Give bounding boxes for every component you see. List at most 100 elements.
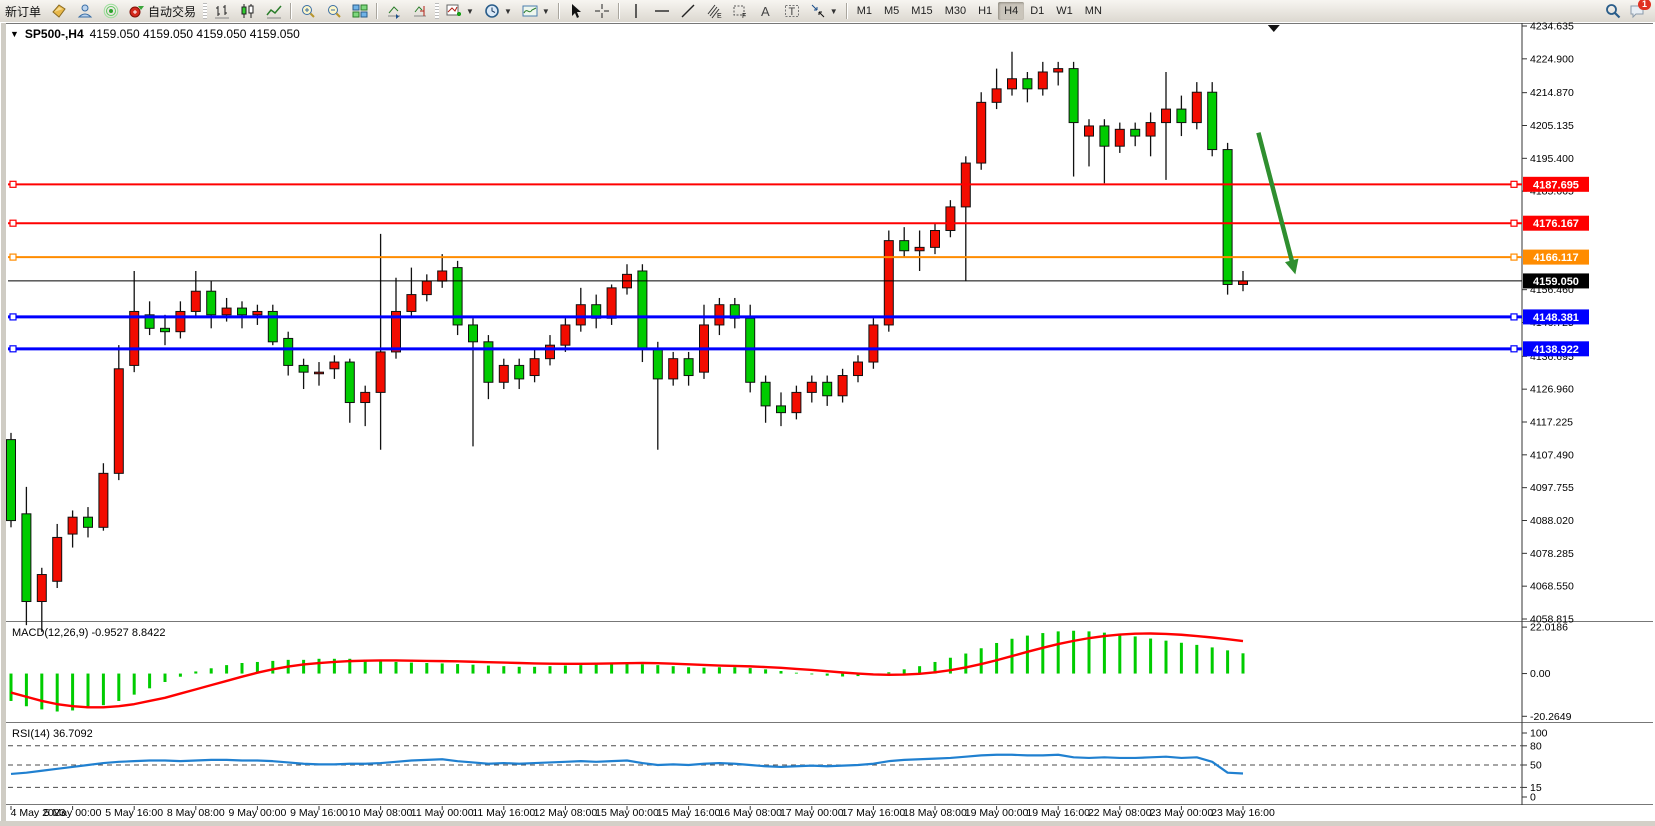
svg-text:4159.050: 4159.050 (1533, 276, 1579, 288)
tile-windows-icon (352, 4, 368, 18)
bull-candle (1084, 125, 1094, 137)
candle-chart-mode-button[interactable] (235, 1, 261, 21)
timeframe-w1[interactable]: W1 (1056, 5, 1073, 17)
indicators-button[interactable]: ▼ (441, 1, 479, 21)
arrows-tool[interactable]: ▼ (805, 1, 843, 21)
window-left-border (1, 23, 6, 822)
vertical-line-tool[interactable] (623, 1, 649, 21)
bull-candle (1161, 108, 1171, 124)
new-order-button[interactable]: 新订单 (0, 1, 46, 21)
chevron-down-icon: ▼ (503, 6, 512, 16)
timeframe-group: M1 M5 M15 M30 H1 H4 D1 W1 MN (851, 2, 1108, 20)
bull-candle (545, 344, 555, 360)
text-tool[interactable]: A (753, 1, 779, 21)
zoom-in-button[interactable] (295, 1, 321, 21)
bear-candle (160, 327, 170, 333)
horizontal-price-line[interactable]: 4176.167 (8, 215, 1589, 231)
line-drag-handle[interactable] (9, 313, 17, 321)
new-order-label: 新订单 (5, 4, 42, 19)
time-axis-label: 17 May 00:00 (780, 807, 844, 819)
line-drag-handle[interactable] (1510, 180, 1518, 188)
line-drag-handle[interactable] (1510, 313, 1518, 321)
timeframe-m30[interactable]: M30 (944, 5, 967, 17)
auto-trading-button[interactable]: 自动交易 (124, 1, 201, 21)
horizontal-line-tool[interactable] (649, 1, 675, 21)
toolbar-separator (617, 3, 620, 19)
svg-text:4224.900: 4224.900 (1530, 53, 1574, 65)
top-toolbar: 新订单 自动交易 (0, 0, 1655, 23)
svg-text:4187.695: 4187.695 (1533, 179, 1579, 191)
bull-candle (853, 361, 863, 377)
vertical-line-icon (635, 4, 637, 18)
zoom-out-button[interactable] (321, 1, 347, 21)
svg-text:A: A (761, 4, 770, 19)
auto-scroll-button[interactable] (381, 1, 407, 21)
trend-arrow-annotation[interactable] (1256, 132, 1299, 275)
crosshair-tool-button[interactable] (589, 1, 615, 21)
timeframe-d1[interactable]: D1 (1030, 5, 1045, 17)
bar-chart-mode-button[interactable] (209, 1, 235, 21)
line-chart-icon (266, 5, 282, 19)
timeframe-h4[interactable]: H4 (998, 2, 1025, 20)
bear-candle (1130, 128, 1141, 137)
chart-canvas[interactable]: 4234.635 4224.900 4214.870 4205.135 4195.400… (0, 21, 1655, 826)
horizontal-price-line[interactable]: 4159.050 (8, 273, 1589, 289)
bear-candle (514, 364, 525, 380)
bear-candle (1068, 68, 1079, 124)
chart-shift-button[interactable] (407, 1, 433, 21)
timeframe-m1[interactable]: M1 (856, 5, 872, 17)
time-axis-label: 8 May 08:00 (167, 807, 225, 819)
fibonacci-tool[interactable]: E (701, 1, 727, 21)
line-drag-handle[interactable] (9, 219, 17, 227)
line-drag-handle[interactable] (9, 345, 17, 353)
line-chart-mode-button[interactable] (261, 1, 287, 21)
template-icon (522, 5, 538, 17)
svg-text:4176.167: 4176.167 (1533, 218, 1579, 230)
bear-candle (776, 405, 786, 414)
line-drag-handle[interactable] (9, 180, 17, 188)
timeframe-m15[interactable]: M15 (911, 5, 933, 17)
horizontal-price-line[interactable]: 4148.381 (8, 309, 1589, 325)
svg-text:4126.960: 4126.960 (1530, 384, 1574, 396)
horizontal-price-line[interactable]: 4138.922 (8, 341, 1589, 357)
open-account-button[interactable] (46, 1, 72, 21)
bull-candle (190, 290, 201, 312)
price-axis: 4234.635 4224.900 4214.870 4205.135 4195.400… (1522, 21, 1574, 626)
cursor-tool-button[interactable] (563, 1, 589, 21)
periods-button[interactable]: ▼ (479, 1, 517, 21)
trendline-tool[interactable] (675, 1, 701, 21)
macd-signal-line (10, 632, 1244, 709)
notification-badge: 1 (1637, 0, 1651, 10)
chevron-down-icon: ▼ (466, 6, 474, 16)
line-drag-handle[interactable] (1510, 345, 1518, 353)
signal-button[interactable] (98, 1, 124, 21)
timeframe-m5[interactable]: M5 (884, 5, 900, 17)
text-label-tool[interactable]: T (779, 1, 805, 21)
chart-shift-marker[interactable] (1267, 25, 1280, 32)
line-drag-handle[interactable] (1510, 219, 1518, 227)
horizontal-price-line[interactable]: 4166.117 (8, 249, 1589, 265)
bull-candle (806, 381, 817, 393)
notifications-button[interactable]: 1 (1629, 0, 1651, 19)
toolbar-right-group: 1 (1605, 0, 1655, 19)
toolbar-grip (203, 3, 208, 19)
chart-menu-collapse-icon[interactable]: ▼ (10, 29, 19, 39)
timeframe-mn[interactable]: MN (1084, 5, 1102, 17)
profile-button[interactable] (72, 1, 98, 21)
tile-windows-button[interactable] (347, 1, 373, 21)
bull-candle (1037, 71, 1048, 90)
svg-text:E: E (717, 13, 722, 19)
line-drag-handle[interactable] (9, 253, 17, 261)
auto-scroll-icon (388, 6, 401, 19)
bear-candle (298, 364, 309, 373)
timeframe-h1[interactable]: H1 (978, 5, 993, 17)
channel-tool[interactable]: F (727, 1, 753, 21)
cursor-arrow-icon (571, 4, 581, 18)
clock-icon (485, 4, 499, 18)
time-axis-label: 5 May 00:00 (44, 807, 102, 819)
line-drag-handle[interactable] (1510, 253, 1518, 261)
bear-candle (683, 358, 694, 377)
templates-button[interactable]: ▼ (517, 1, 555, 21)
search-icon[interactable] (1605, 3, 1621, 19)
